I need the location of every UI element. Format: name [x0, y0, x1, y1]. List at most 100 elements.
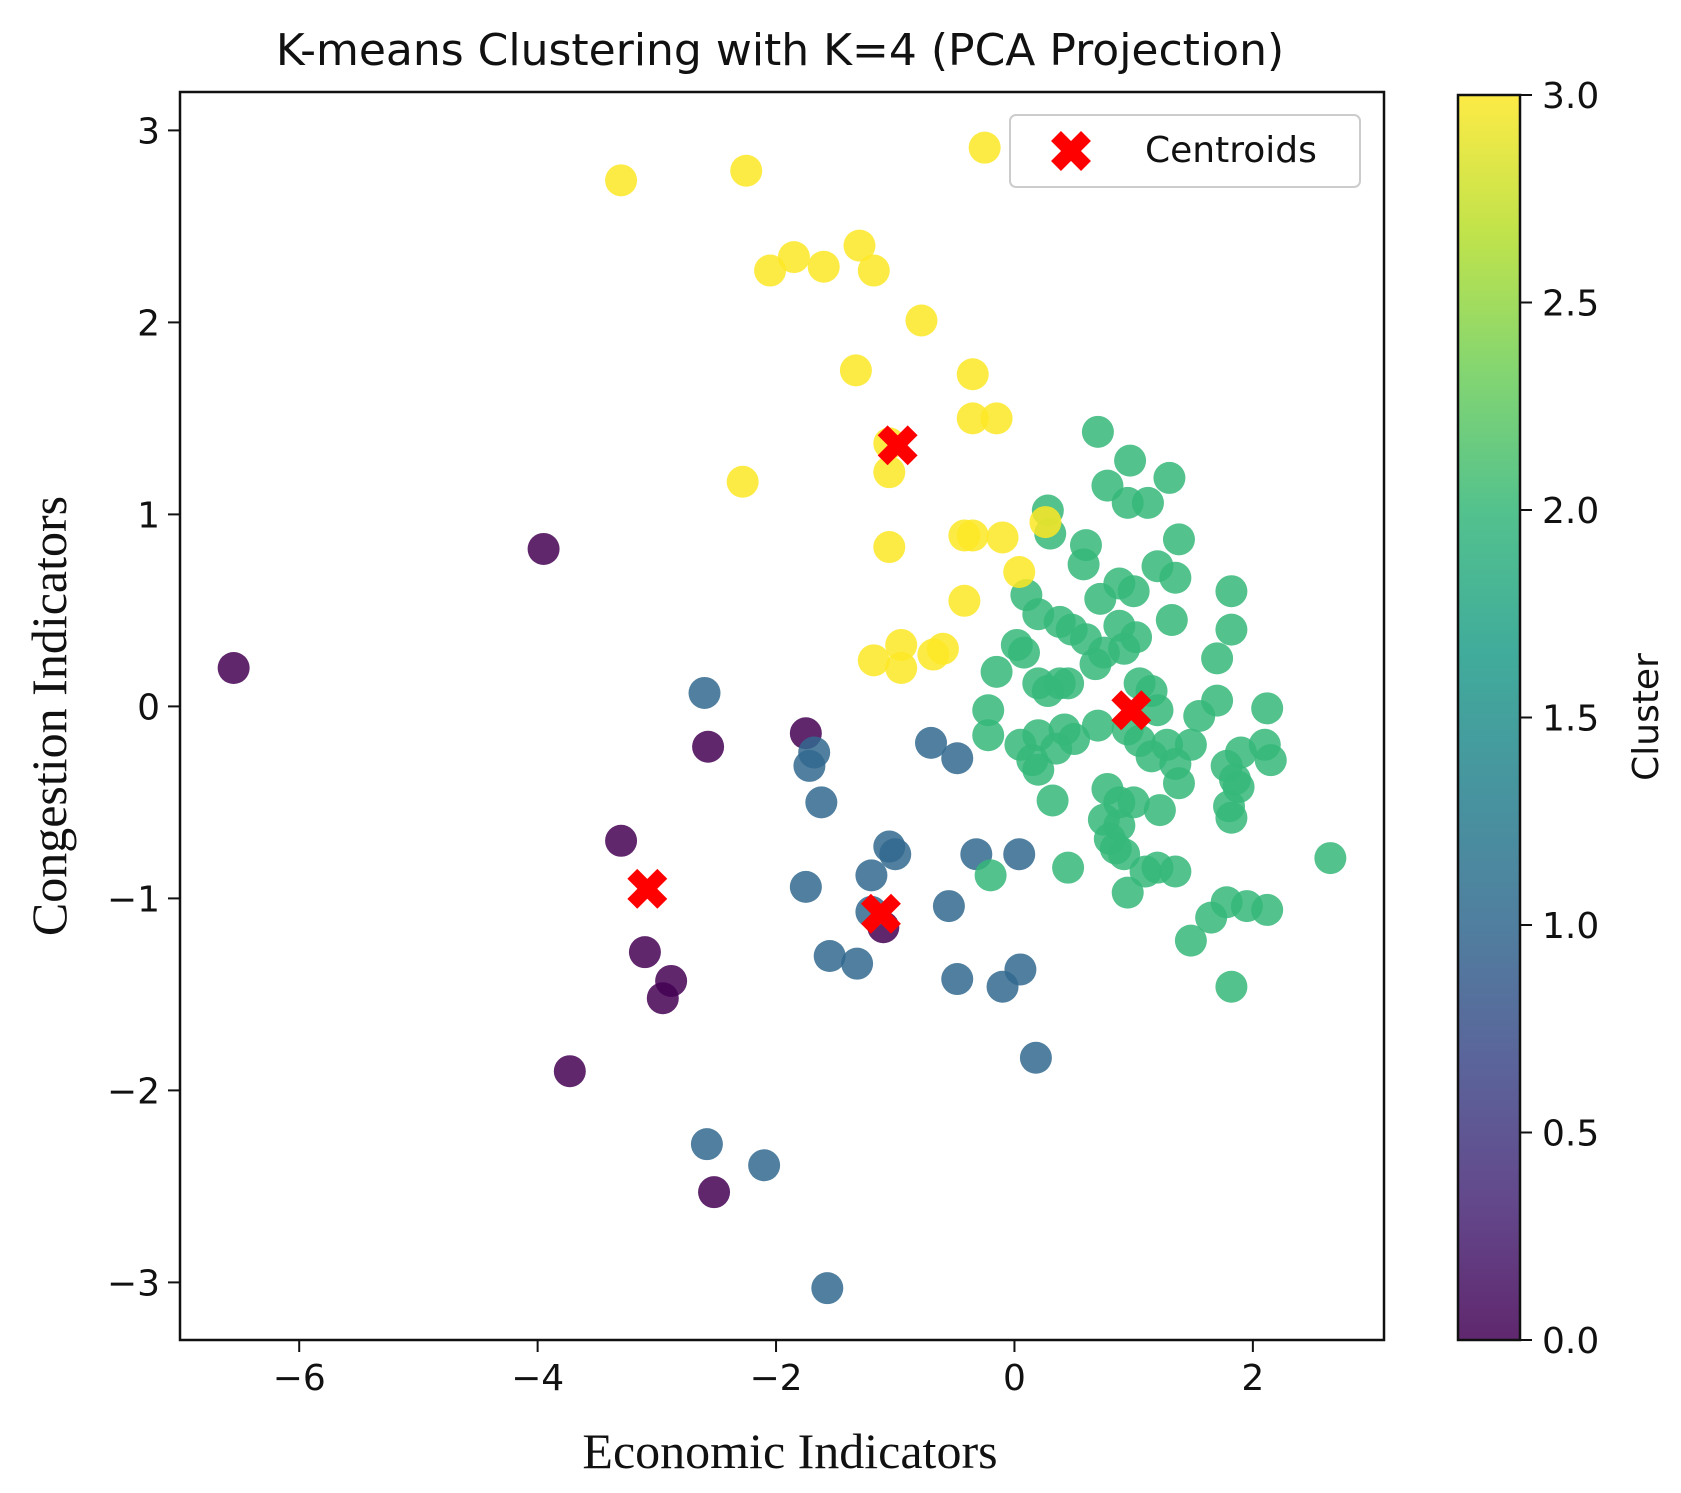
- cluster-2-point-49: [972, 719, 1005, 752]
- cluster-2-point-88: [1174, 924, 1207, 957]
- cluster-2-point-8: [1162, 523, 1195, 556]
- colorbar-tick-label-0: 0.0: [1542, 1321, 1599, 1362]
- cluster-2-point-43: [1251, 692, 1284, 725]
- cluster-1-point-14: [813, 940, 846, 972]
- cluster-3-point-17: [956, 519, 989, 552]
- cluster-1-point-4: [915, 726, 948, 759]
- cluster-2-point-2: [1153, 461, 1186, 494]
- colorbar-tick-label-4: 2.0: [1542, 491, 1599, 532]
- cluster-2-point-81: [1052, 851, 1085, 884]
- cluster-2-point-69: [1036, 784, 1069, 817]
- y-tick-label-6: 3: [137, 111, 160, 152]
- cluster-2-point-83: [1111, 876, 1144, 909]
- cluster-2-point-42: [1141, 694, 1174, 727]
- cluster-2-point-29: [1007, 636, 1040, 669]
- cluster-1-point-5: [941, 742, 974, 775]
- cluster-2-point-89: [1215, 970, 1248, 1003]
- y-tick-label-1: −2: [107, 1071, 160, 1112]
- cluster-2-point-72: [1215, 801, 1248, 834]
- cluster-3-point-26: [857, 644, 890, 677]
- cluster-2-point-52: [1040, 732, 1073, 765]
- centroid-marker-0: [877, 425, 918, 466]
- cluster-1-point-0: [688, 676, 721, 709]
- cluster-2-point-57: [1254, 744, 1287, 777]
- cluster-2-point-80: [1159, 855, 1192, 888]
- cluster-3-point-5: [754, 254, 787, 287]
- x-tick-label-0: −6: [273, 1358, 326, 1399]
- cluster-3-point-22: [948, 584, 981, 617]
- centroids-layer: [627, 425, 1152, 934]
- cluster-3-point-12: [980, 402, 1013, 435]
- colorbar-tick-label-5: 2.5: [1542, 284, 1599, 325]
- colorbar-tick-label-6: 3.0: [1542, 76, 1599, 117]
- colorbar-label: Cluster: [1626, 653, 1667, 781]
- y-tick-label-5: 2: [137, 303, 160, 344]
- cluster-3-point-25: [917, 638, 950, 671]
- cluster-3-point-4: [777, 241, 810, 274]
- cluster-2-point-5: [1131, 486, 1164, 519]
- cluster-2-point-79: [1129, 855, 1162, 888]
- cluster-2-point-0: [1081, 415, 1114, 448]
- cluster-2-point-21: [1155, 604, 1188, 636]
- cluster-3-point-18: [986, 521, 1019, 554]
- centroid-marker-1: [627, 868, 668, 909]
- cluster-2-point-30: [1079, 648, 1112, 681]
- cluster-2-point-12: [1159, 561, 1192, 594]
- cluster-0-point-4: [605, 824, 638, 857]
- cluster-3-point-10: [956, 358, 989, 391]
- cluster-2-point-65: [1162, 767, 1195, 800]
- cluster-2-point-32: [980, 655, 1013, 688]
- colorbar-ticks: 0.0 0.5 1.0 1.5 2.0 2.5 3.0: [1520, 76, 1599, 1362]
- x-axis-ticks: −6 −4 −2 0 2: [273, 1340, 1264, 1399]
- plot-frame: [178, 90, 1386, 1342]
- cluster-1-point-11: [789, 870, 822, 903]
- cluster-0-point-7: [646, 982, 679, 1015]
- cluster-1-point-7: [879, 838, 912, 871]
- cluster-1-point-8: [855, 859, 888, 892]
- legend-entry-centroids: Centroids: [1145, 130, 1317, 171]
- cluster-2-point-90: [1314, 842, 1347, 875]
- cluster-2-point-10: [1067, 548, 1100, 581]
- cluster-0-point-0: [217, 652, 250, 684]
- cluster-1-point-22: [811, 1272, 844, 1305]
- cluster-3-point-2: [968, 131, 1001, 164]
- colorbar-tick-label-2: 1.0: [1542, 906, 1599, 947]
- x-tick-label-4: 2: [1241, 1358, 1264, 1399]
- cluster-0-point-9: [698, 1176, 731, 1209]
- cluster-1-point-10: [1003, 838, 1036, 871]
- cluster-3-point-9: [839, 354, 872, 387]
- cluster-3-point-6: [807, 250, 840, 283]
- cluster-3-point-7: [857, 254, 890, 287]
- points-layer: [217, 131, 1347, 1305]
- cluster-2-point-59: [1022, 753, 1055, 786]
- cluster-3-point-23: [885, 628, 918, 661]
- centroid-marker-3: [1111, 690, 1152, 731]
- cluster-3-point-8: [905, 304, 938, 337]
- cluster-2-point-70: [1143, 794, 1176, 827]
- cluster-2-point-40: [1183, 700, 1216, 732]
- cluster-1-point-2: [793, 749, 826, 782]
- cluster-1-point-19: [1019, 1041, 1052, 1074]
- chart-title: K-means Clustering with K=4 (PCA Project…: [276, 25, 1284, 76]
- cluster-2-point-1: [1114, 444, 1147, 477]
- cluster-2-point-87: [1195, 901, 1228, 934]
- legend-centroid-marker: [1051, 131, 1091, 171]
- cluster-1-point-15: [841, 947, 874, 980]
- y-tick-label-0: −3: [107, 1263, 160, 1304]
- colorbar-tick-label-1: 0.5: [1542, 1114, 1599, 1155]
- cluster-3-point-11: [956, 402, 989, 435]
- cluster-2-point-27: [1108, 632, 1141, 665]
- cluster-0-point-5: [628, 936, 661, 969]
- colorbar: [1456, 93, 1522, 1342]
- cluster-2-point-31: [1201, 642, 1234, 675]
- centroid-marker-2: [860, 893, 901, 934]
- y-axis-ticks: −3 −2 −1 0 1 2 3: [107, 111, 180, 1304]
- cluster-0-point-1: [527, 532, 560, 565]
- cluster-0-point-2: [692, 730, 725, 763]
- cluster-2-point-25: [1215, 613, 1248, 646]
- cluster-2-point-86: [1251, 893, 1284, 926]
- legend-box: [1009, 114, 1361, 188]
- y-axis-label: Congestion Indicators: [21, 496, 77, 936]
- cluster-1-point-13: [932, 890, 965, 923]
